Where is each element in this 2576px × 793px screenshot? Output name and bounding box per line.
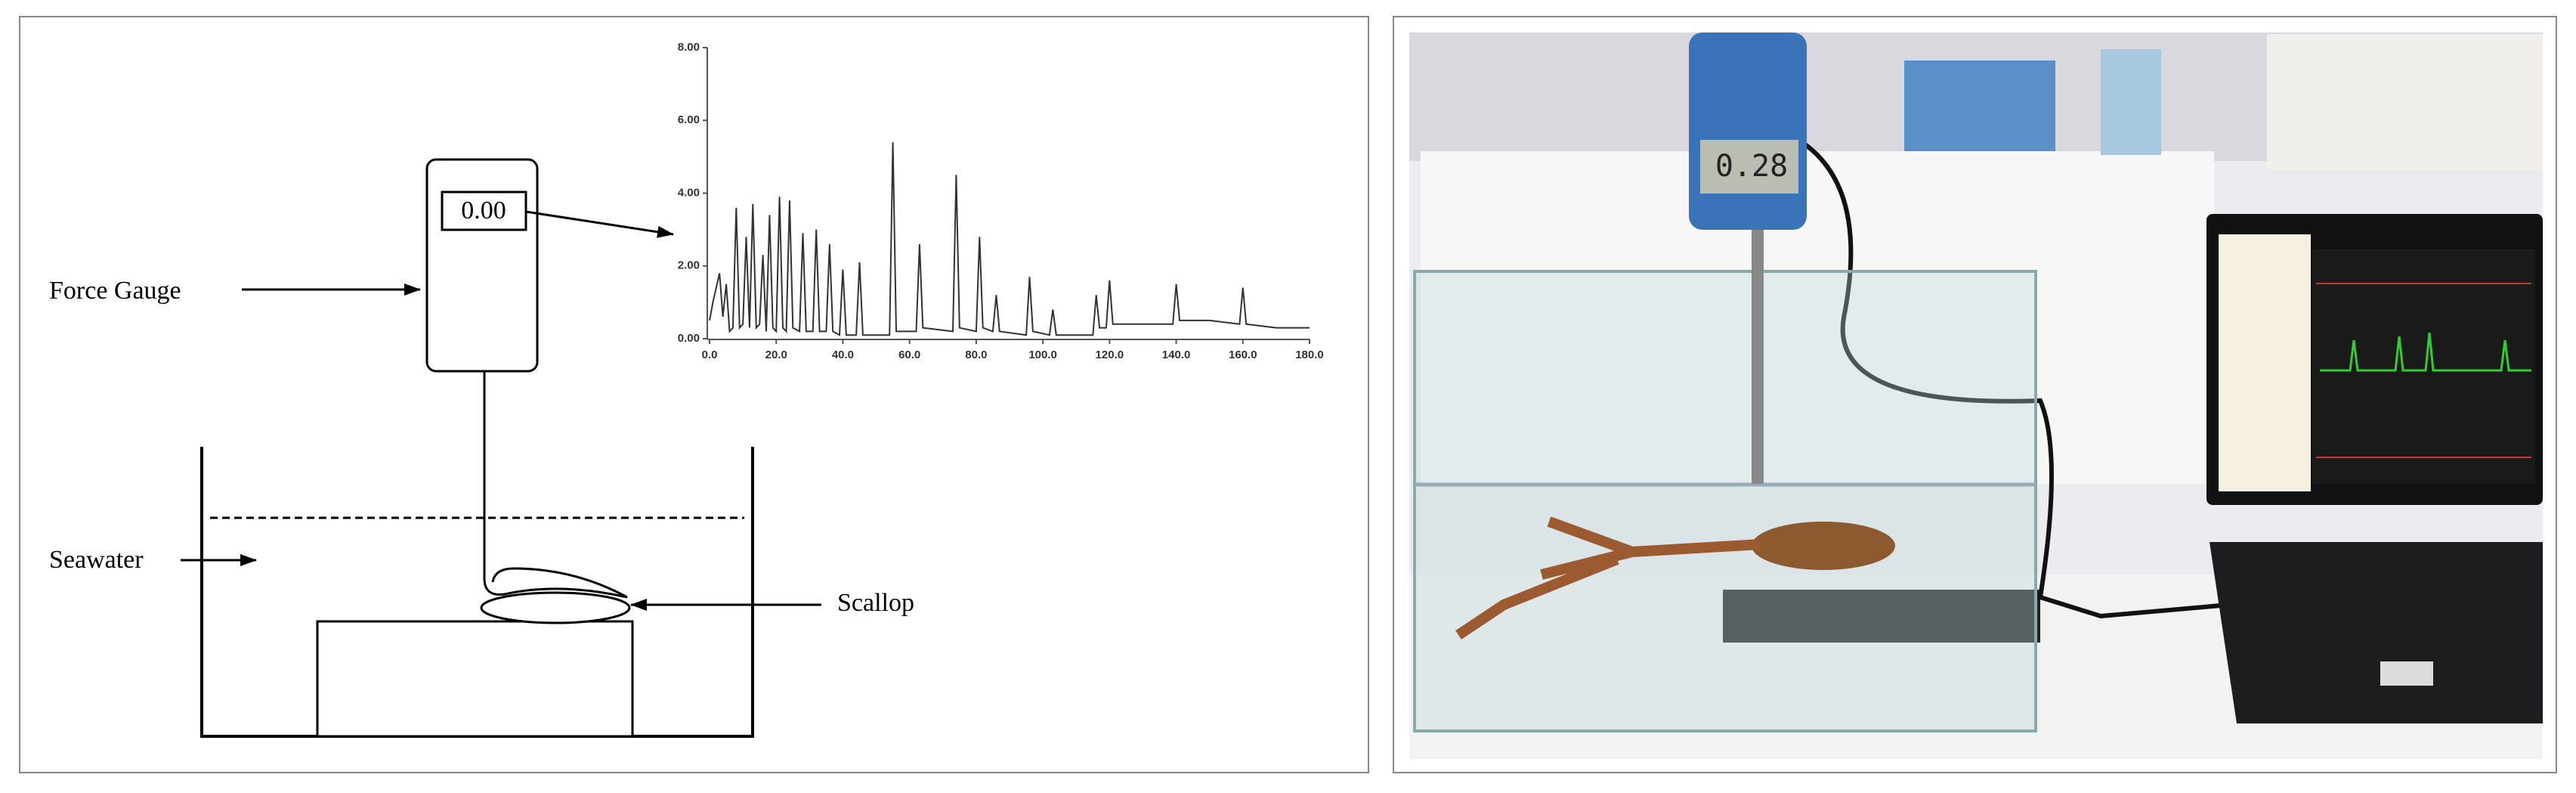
bottle (2101, 49, 2161, 155)
wall (1421, 151, 2214, 484)
x-tick-label: 100.0 (1028, 348, 1057, 361)
x-tick-label: 40.0 (832, 348, 854, 361)
x-tick-label: 140.0 (1162, 348, 1191, 361)
force-gauge-label: Force Gauge (49, 277, 181, 305)
scallop-label: Scallop (837, 589, 914, 617)
wire-hook (483, 371, 628, 599)
crab (1752, 522, 1895, 570)
x-tick-label: 20.0 (765, 348, 787, 361)
gauge-screen (1700, 140, 1798, 194)
box (2267, 34, 2543, 170)
gauge-device (1689, 33, 1807, 230)
photo: 0.28 (1409, 33, 2543, 759)
y-tick-label: 0.00 (678, 332, 700, 345)
x-tick-label: 60.0 (898, 348, 920, 361)
seawater-label: Seawater (49, 546, 144, 574)
gauge-reading: 0.28 (1715, 149, 1788, 184)
x-tick-label: 80.0 (965, 348, 987, 361)
laptop-keyboard (2210, 542, 2543, 723)
rod (1752, 230, 1764, 484)
gauge-display (441, 191, 527, 231)
y-tick-label: 4.00 (678, 186, 700, 199)
crab-legs (1455, 516, 1761, 640)
x-tick-label: 120.0 (1096, 348, 1124, 361)
cable (1774, 126, 2230, 619)
y-tick-label: 2.00 (678, 259, 700, 272)
x-tick-label: 0.0 (702, 348, 718, 361)
y-tick-label: 6.00 (678, 113, 700, 126)
scallop (480, 591, 631, 624)
arrow (525, 210, 674, 238)
platform (316, 620, 634, 738)
x-tick-label: 180.0 (1295, 348, 1324, 361)
left-panel (19, 16, 1369, 773)
laptop-trace (2320, 332, 2531, 372)
x-tick-label: 160.0 (1229, 348, 1257, 361)
sticker (2380, 661, 2433, 686)
tank-glass (1413, 270, 2037, 733)
gauge-display-text: 0.00 (461, 197, 506, 225)
base (1723, 590, 2040, 643)
laptop-table (2219, 234, 2311, 491)
y-tick-label: 8.00 (678, 41, 700, 54)
equipment (1904, 60, 2055, 151)
force-chart: 0.00 2.00 4.00 6.00 8.00 0.0 20.0 40.0 60.0 80.0 1… (678, 41, 1324, 361)
force-trace (709, 142, 1310, 336)
